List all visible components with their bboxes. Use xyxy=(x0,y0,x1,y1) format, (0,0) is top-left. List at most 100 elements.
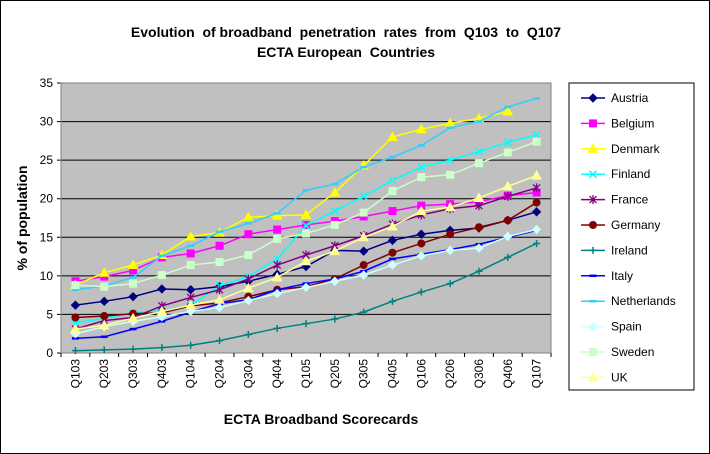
data-point-uk xyxy=(127,312,139,323)
data-point-uk xyxy=(70,323,81,334)
data-point-spain xyxy=(301,282,311,293)
legend-marker xyxy=(589,119,597,128)
legend-item-uk: UK xyxy=(581,370,628,384)
series-ireland xyxy=(71,239,541,355)
legend-marker xyxy=(587,143,599,153)
chart-title-line1: Evolution of broadband penetration rates… xyxy=(131,24,561,40)
data-point-spain xyxy=(272,288,282,299)
data-point-germany xyxy=(417,239,426,248)
legend-label: Spain xyxy=(611,320,642,334)
data-point-denmark xyxy=(242,211,254,222)
data-point-spain xyxy=(531,224,542,235)
data-point-uk xyxy=(214,294,225,304)
x-tick-label: Q306 xyxy=(472,359,486,389)
data-point-sweden xyxy=(446,170,455,179)
data-point-ireland xyxy=(100,346,108,354)
x-tick-label: Q205 xyxy=(328,359,342,389)
data-point-uk xyxy=(185,299,197,310)
data-point-ireland xyxy=(244,330,252,338)
x-tick-label: Q105 xyxy=(299,359,313,389)
legend-label: Netherlands xyxy=(611,294,676,308)
data-point-uk xyxy=(415,205,427,216)
data-point-france xyxy=(215,285,224,295)
data-point-germany xyxy=(532,198,541,207)
data-point-austria xyxy=(157,284,167,294)
data-point-spain xyxy=(214,302,225,313)
legend-label: Germany xyxy=(611,218,660,232)
data-point-sweden xyxy=(186,261,195,270)
data-point-sweden xyxy=(71,281,80,290)
data-point-ireland xyxy=(71,347,79,355)
x-tick-label: Q206 xyxy=(443,359,457,389)
data-point-denmark xyxy=(329,187,341,197)
data-point-spain xyxy=(330,276,340,286)
legend-marker xyxy=(588,93,598,103)
y-tick-label: 25 xyxy=(40,153,54,167)
data-point-spain xyxy=(474,243,484,253)
series-layer xyxy=(70,97,542,355)
data-point-ireland xyxy=(158,344,166,352)
data-point-ireland xyxy=(331,315,339,323)
data-point-denmark xyxy=(502,106,514,116)
data-point-spain xyxy=(503,231,513,242)
data-point-denmark xyxy=(127,259,139,270)
data-point-germany xyxy=(474,223,483,232)
legend-marker xyxy=(589,221,597,229)
data-point-sweden xyxy=(215,257,224,266)
x-tick-label: Q104 xyxy=(184,359,198,389)
data-point-spain xyxy=(185,306,196,317)
data-point-belgium xyxy=(215,241,224,250)
x-tick-label: Q103 xyxy=(68,359,82,389)
legend-marker xyxy=(589,246,597,254)
x-tick-label: Q107 xyxy=(530,359,544,389)
x-axis-title: ECTA Broadband Scorecards xyxy=(224,411,419,427)
legend-item-sweden: Sweden xyxy=(581,345,654,359)
data-point-ireland xyxy=(360,308,368,316)
data-point-austria xyxy=(358,246,369,256)
data-point-uk xyxy=(98,319,110,330)
data-point-ireland xyxy=(417,288,425,296)
data-point-uk xyxy=(300,255,312,266)
data-point-ireland xyxy=(533,239,541,247)
legend-item-italy: Italy xyxy=(581,269,633,283)
x-tick-label: Q106 xyxy=(414,359,428,389)
data-point-austria xyxy=(128,291,138,302)
legend-marker xyxy=(588,321,598,332)
legend-label: Finland xyxy=(611,167,650,181)
legend-label: Ireland xyxy=(611,243,648,257)
data-point-austria xyxy=(70,300,81,310)
legend-label: Denmark xyxy=(611,142,661,156)
data-point-uk xyxy=(387,220,398,231)
data-point-germany xyxy=(100,311,109,320)
data-point-ireland xyxy=(504,253,512,261)
x-tick-label: Q406 xyxy=(501,359,515,389)
data-point-france xyxy=(503,191,512,201)
data-point-belgium xyxy=(273,225,282,234)
data-point-finland xyxy=(330,207,339,216)
x-tick-label: Q403 xyxy=(155,359,169,389)
data-point-finland xyxy=(273,254,282,263)
data-point-finland xyxy=(532,130,541,139)
legend-label: Italy xyxy=(611,269,633,283)
data-point-sweden xyxy=(273,234,282,243)
legend-item-belgium: Belgium xyxy=(581,116,654,130)
data-point-denmark xyxy=(387,131,398,141)
data-point-denmark xyxy=(98,267,110,277)
x-tick-label: Q203 xyxy=(97,359,111,389)
data-point-sweden xyxy=(157,271,166,280)
legend-box xyxy=(568,82,695,391)
data-point-sweden xyxy=(100,282,109,291)
data-point-france xyxy=(273,260,282,270)
data-point-belgium xyxy=(388,207,397,216)
series-sweden xyxy=(71,137,541,291)
data-point-finland xyxy=(417,163,426,172)
y-tick-label: 15 xyxy=(40,230,54,244)
chart-title-line2: ECTA European Countries xyxy=(257,44,435,60)
data-point-sweden xyxy=(503,148,512,157)
data-point-belgium xyxy=(244,230,253,239)
data-point-germany xyxy=(446,230,455,239)
data-point-spain xyxy=(416,251,427,261)
data-point-finland xyxy=(359,192,368,201)
data-point-sweden xyxy=(244,251,253,260)
legend-label: France xyxy=(611,193,649,207)
